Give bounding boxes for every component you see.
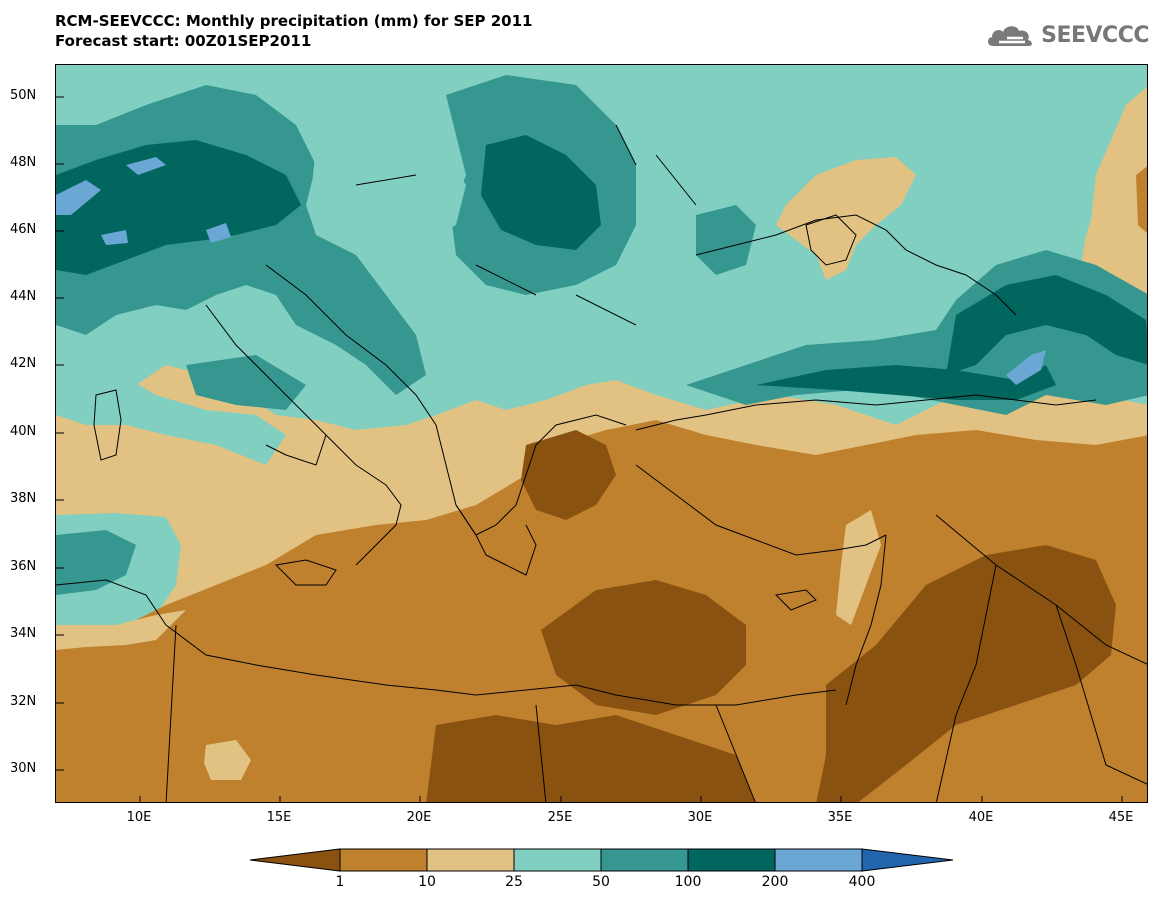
- logo-text: SEEVCCC: [1041, 22, 1149, 48]
- very-dry-egypt: [541, 580, 746, 715]
- colorbar-label-50: 50: [592, 874, 610, 890]
- italy-coast: [205, 304, 402, 566]
- map-canvas: [56, 65, 1147, 802]
- alps-peak-1: [56, 180, 101, 215]
- axis-ticks: [56, 96, 1123, 802]
- title-block: RCM-SEEVCCC: Monthly precipitation (mm) …: [55, 11, 532, 51]
- lon-label-40e: 40E: [968, 810, 994, 825]
- colorbar-segment-25-50: [513, 848, 602, 872]
- black-sea-north: [695, 214, 1017, 316]
- lat-label-38n: 38N: [10, 491, 37, 506]
- caucasus-peak: [1006, 350, 1046, 385]
- very-dry-aegean: [521, 430, 616, 520]
- colorbar-segment-10-25: [426, 848, 515, 872]
- coastlines: [56, 124, 1147, 802]
- north-africa-coast: [56, 579, 837, 706]
- colorbar-segment-lt1: [250, 848, 341, 872]
- lat-label-42n: 42N: [10, 356, 37, 371]
- colorbar-label-25: 25: [505, 874, 523, 890]
- cloud-logo-icon: [988, 26, 1033, 46]
- colorbar-segment-200-400: [774, 848, 863, 872]
- precipitation-map: [55, 64, 1148, 803]
- turkey-coast: [635, 394, 1097, 431]
- carpathian-core: [481, 135, 601, 250]
- levant-coast: [845, 534, 887, 706]
- colorbar-segment-1-10: [339, 848, 428, 872]
- colorbar-segment-50-100: [600, 848, 689, 872]
- lat-label-46n: 46N: [10, 222, 37, 237]
- tunisia-core: [56, 530, 136, 595]
- lon-label-45e: 45E: [1108, 810, 1134, 825]
- lon-label-10e: 10E: [126, 810, 152, 825]
- alps-peak-4: [101, 230, 128, 245]
- crimea-coast: [805, 214, 857, 266]
- caucasus-core: [946, 275, 1147, 375]
- border-lines: [165, 124, 1147, 802]
- libya-light-patch: [204, 740, 251, 780]
- colorbar-label-1: 1: [335, 874, 345, 890]
- lat-label-34n: 34N: [10, 626, 37, 641]
- sardinia-coast: [93, 389, 122, 461]
- italy-coast-patch: [186, 355, 306, 410]
- lat-label-36n: 36N: [10, 559, 37, 574]
- map-title: RCM-SEEVCCC: Monthly precipitation (mm) …: [55, 12, 533, 30]
- lon-label-15e: 15E: [266, 810, 292, 825]
- colorbar-segment-100-200: [687, 848, 776, 872]
- alps-peak-3: [206, 223, 231, 243]
- cyprus-coast: [774, 589, 817, 611]
- turkey-south-coast: [635, 464, 887, 556]
- turkey-north-core: [756, 365, 1056, 400]
- colorbar-label-400: 400: [848, 874, 876, 890]
- very-dry-libya: [426, 715, 756, 802]
- levant-light-patch: [836, 510, 881, 625]
- very-dry-syria: [816, 545, 1116, 802]
- sicily-coast: [274, 559, 337, 586]
- lat-label-40n: 40N: [10, 424, 37, 439]
- lat-label-30n: 30N: [10, 761, 37, 776]
- eastern-dry-core: [1136, 166, 1147, 234]
- greece-coast: [455, 504, 537, 576]
- lon-label-30e: 30E: [687, 810, 713, 825]
- danube-patch: [696, 205, 756, 275]
- lat-label-44n: 44N: [10, 289, 37, 304]
- precip-colorbar: [250, 848, 954, 872]
- eastern-dry-patch: [1086, 86, 1147, 295]
- north-africa-light: [56, 610, 186, 650]
- lat-label-32n: 32N: [10, 694, 37, 709]
- colorbar-segment-gt400: [861, 848, 954, 872]
- colorbar-label-10: 10: [418, 874, 436, 890]
- lon-label-35e: 35E: [827, 810, 853, 825]
- alps-peak-2: [126, 157, 166, 175]
- colorbar-label-100: 100: [674, 874, 702, 890]
- lon-label-25e: 25E: [547, 810, 573, 825]
- lon-label-20e: 20E: [406, 810, 432, 825]
- lat-label-50n: 50N: [10, 88, 37, 103]
- italy-wet-region: [56, 355, 286, 465]
- map-subtitle: Forecast start: 00Z01SEP2011: [55, 32, 312, 50]
- seevccc-logo: SEEVCCC: [985, 20, 1149, 50]
- colorbar-label-200: 200: [761, 874, 789, 890]
- carpathian-light-centre: [311, 135, 466, 255]
- lat-label-48n: 48N: [10, 155, 37, 170]
